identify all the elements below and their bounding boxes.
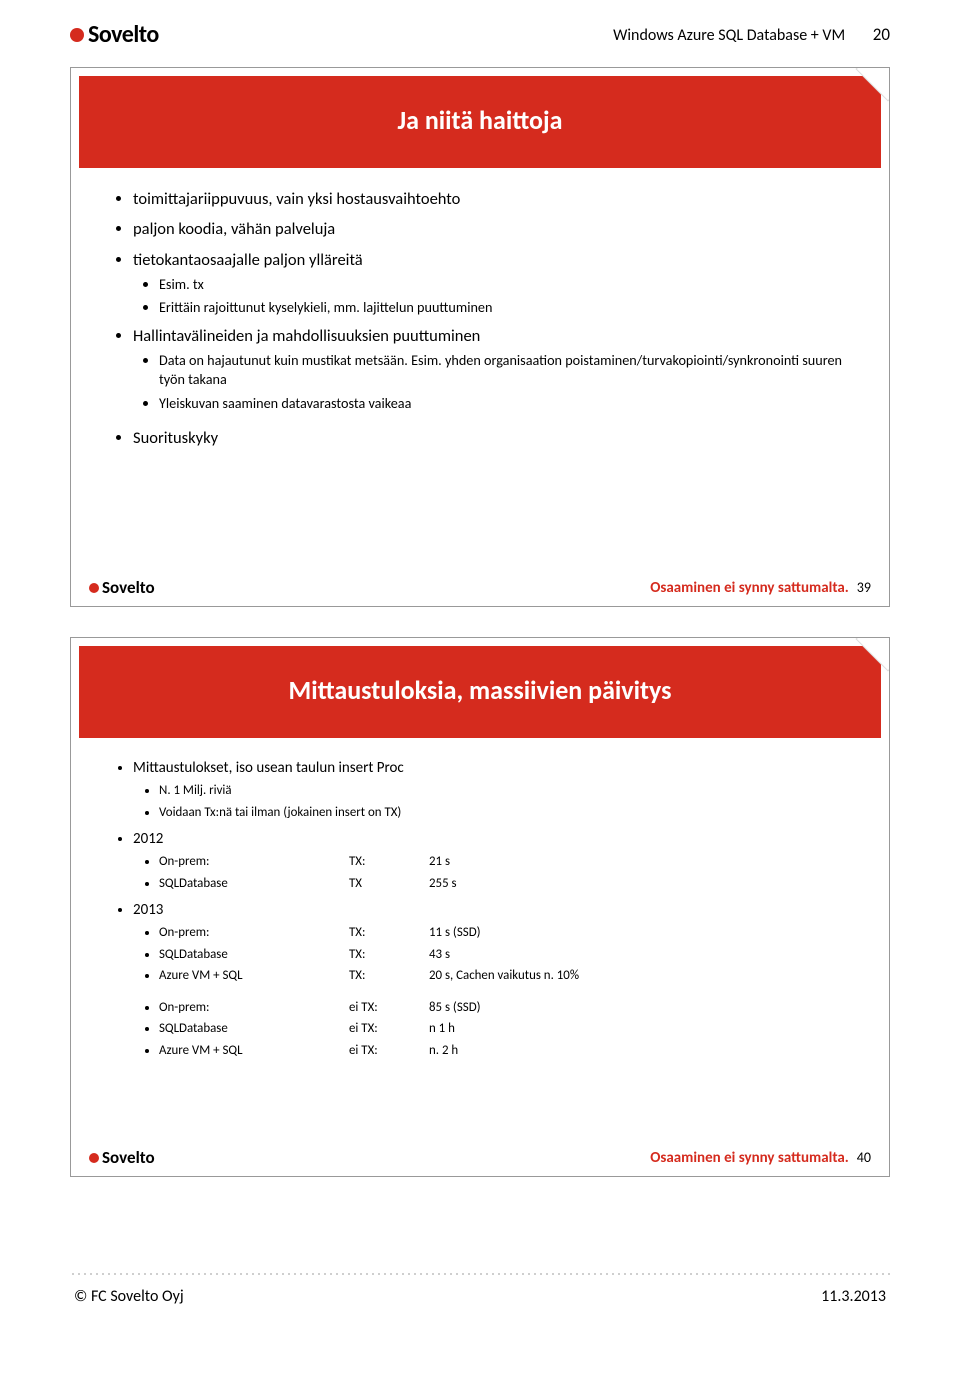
list-item: paljon koodia, vähän palveluja (133, 218, 849, 240)
logo-dot-icon (70, 28, 84, 42)
tagline-wrap: Osaaminen ei synny sattumalta. 39 (650, 579, 871, 597)
table-row: On-prem:TX:21 s (159, 853, 849, 870)
logo-text: Sovelto (88, 20, 159, 49)
cell-val: 85 s (SSD) (429, 999, 849, 1016)
title-divider (79, 738, 881, 748)
cell-val: 43 s (429, 946, 849, 963)
logo-dot-icon (89, 1153, 99, 1163)
list-item: Suorituskyky (133, 427, 849, 449)
table-row: Azure VM + SQLei TX:n. 2 h (159, 1042, 849, 1059)
cell-name: On-prem: (159, 853, 349, 870)
year-label: 2013 (133, 901, 163, 919)
cell-val: 11 s (SSD) (429, 924, 849, 941)
list-sub-item: Erittäin rajoittunut kyselykieli, mm. la… (159, 298, 849, 317)
list-sub-item: Data on hajautunut kuin mustikat metsään… (159, 351, 849, 389)
page-footer: © FC Sovelto Oyj 11.3.2013 (70, 1287, 890, 1306)
mini-logo-text: Sovelto (102, 1147, 155, 1168)
table-row: On-prem:ei TX:85 s (SSD) (159, 999, 849, 1016)
cell-val: 21 s (429, 853, 849, 870)
cell-col: TX: (349, 853, 429, 870)
cell-col: TX: (349, 967, 429, 984)
tagline: Osaaminen ei synny sattumalta. (650, 579, 849, 597)
list-sub-item: N. 1 Milj. riviä (159, 782, 849, 799)
logo: Sovelto (70, 20, 159, 49)
slide-title: Ja niitä haittoja (79, 76, 881, 168)
list-item-text: Mittaustulokset, iso usean taulun insert… (133, 759, 404, 777)
footer-date: 11.3.2013 (821, 1287, 886, 1306)
slide-footer: Sovelto Osaaminen ei synny sattumalta. 4… (71, 1141, 889, 1176)
slide-1: Ja niitä haittoja toimittajariippuvuus, … (70, 67, 890, 607)
list-sub-item: Esim. tx (159, 275, 849, 294)
tagline-wrap: Osaaminen ei synny sattumalta. 40 (650, 1149, 871, 1167)
mini-logo: Sovelto (89, 577, 155, 598)
list-item-text: Hallintavälineiden ja mahdollisuuksien p… (133, 326, 480, 346)
list-item: Hallintavälineiden ja mahdollisuuksien p… (133, 325, 849, 413)
mini-logo: Sovelto (89, 1147, 155, 1168)
cell-name: SQLDatabase (159, 875, 349, 892)
spacer (70, 1207, 890, 1267)
table-row: SQLDatabaseTX255 s (159, 875, 849, 892)
doc-title: Windows Azure SQL Database + VM (613, 26, 845, 45)
cell-val: n 1 h (429, 1020, 849, 1037)
cell-name: On-prem: (159, 999, 349, 1016)
logo-dot-icon (89, 583, 99, 593)
cell-val: 255 s (429, 875, 849, 892)
cell-col: TX: (349, 924, 429, 941)
tagline: Osaaminen ei synny sattumalta. (650, 1149, 849, 1167)
page: Sovelto Windows Azure SQL Database + VM … (0, 0, 960, 1394)
slide-body: toimittajariippuvuus, vain yksi hostausv… (71, 178, 889, 571)
cell-col: ei TX: (349, 1020, 429, 1037)
cell-col: TX (349, 875, 429, 892)
list-item: Mittaustulokset, iso usean taulun insert… (133, 758, 849, 821)
list-item: tietokantaosaajalle paljon ylläreitä Esi… (133, 249, 849, 318)
cell-name: SQLDatabase (159, 1020, 349, 1037)
slide-number: 39 (857, 579, 871, 596)
table-row: On-prem:TX:11 s (SSD) (159, 924, 849, 941)
table-row: Azure VM + SQLTX:20 s, Cachen vaikutus n… (159, 967, 849, 984)
list-sub-item: Voidaan Tx:nä tai ilman (jokainen insert… (159, 804, 849, 821)
table-row: SQLDatabaseei TX:n 1 h (159, 1020, 849, 1037)
copyright: © FC Sovelto Oyj (74, 1287, 184, 1306)
year-label: 2012 (133, 830, 163, 848)
page-header: Sovelto Windows Azure SQL Database + VM … (70, 20, 890, 49)
cell-name: On-prem: (159, 924, 349, 941)
page-number: 20 (873, 24, 890, 45)
title-divider (79, 168, 881, 178)
cell-name: Azure VM + SQL (159, 967, 349, 984)
header-right: Windows Azure SQL Database + VM 20 (613, 24, 890, 45)
cell-val: 20 s, Cachen vaikutus n. 10% (429, 967, 849, 984)
cell-col: ei TX: (349, 999, 429, 1016)
list-item-text: tietokantaosaajalle paljon ylläreitä (133, 250, 363, 270)
cell-name: SQLDatabase (159, 946, 349, 963)
list-item: 2012 On-prem:TX:21 s SQLDatabaseTX255 s (133, 829, 849, 892)
cell-col: TX: (349, 946, 429, 963)
list-sub-item: Yleiskuvan saaminen datavarastosta vaike… (159, 394, 849, 413)
table-row: SQLDatabaseTX:43 s (159, 946, 849, 963)
slide-title: Mittaustuloksia, massiivien päivitys (79, 646, 881, 738)
list-item: toimittajariippuvuus, vain yksi hostausv… (133, 188, 849, 210)
cell-col: ei TX: (349, 1042, 429, 1059)
dotted-separator (70, 1273, 890, 1275)
slide-footer: Sovelto Osaaminen ei synny sattumalta. 3… (71, 571, 889, 606)
list-item: 2013 On-prem:TX:11 s (SSD) SQLDatabaseTX… (133, 900, 849, 1059)
cell-val: n. 2 h (429, 1042, 849, 1059)
cell-name: Azure VM + SQL (159, 1042, 349, 1059)
mini-logo-text: Sovelto (102, 577, 155, 598)
slide-number: 40 (857, 1149, 871, 1166)
slide-body: Mittaustulokset, iso usean taulun insert… (71, 748, 889, 1141)
slide-2: Mittaustuloksia, massiivien päivitys Mit… (70, 637, 890, 1177)
